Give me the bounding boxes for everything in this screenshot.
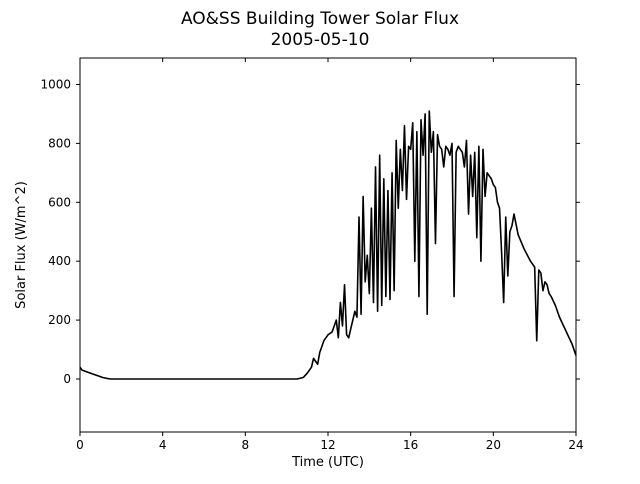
x-tick-label-4: 16 [403, 438, 418, 452]
y-tick-label-1: 200 [48, 313, 71, 327]
y-tick-label-0: 0 [63, 372, 71, 386]
y-axis-label: Solar Flux (W/m^2) [14, 181, 29, 309]
y-tick-label-5: 1000 [40, 78, 71, 92]
chart-title: AO&SS Building Tower Solar Flux [181, 9, 459, 29]
x-tick-label-6: 24 [568, 438, 583, 452]
x-tick-label-0: 0 [76, 438, 84, 452]
x-axis-label: Time (UTC) [291, 455, 364, 470]
y-tick-label-3: 600 [48, 195, 71, 209]
x-tick-label-2: 8 [242, 438, 250, 452]
y-tick-label-4: 800 [48, 136, 71, 150]
y-tick-label-2: 400 [48, 254, 71, 268]
chart-subtitle: 2005-05-10 [271, 30, 370, 50]
x-tick-label-5: 20 [486, 438, 501, 452]
series-line-0 [79, 110, 577, 380]
x-tick-label-1: 4 [159, 438, 167, 452]
plot-area [79, 110, 577, 380]
x-tick-label-3: 12 [320, 438, 335, 452]
